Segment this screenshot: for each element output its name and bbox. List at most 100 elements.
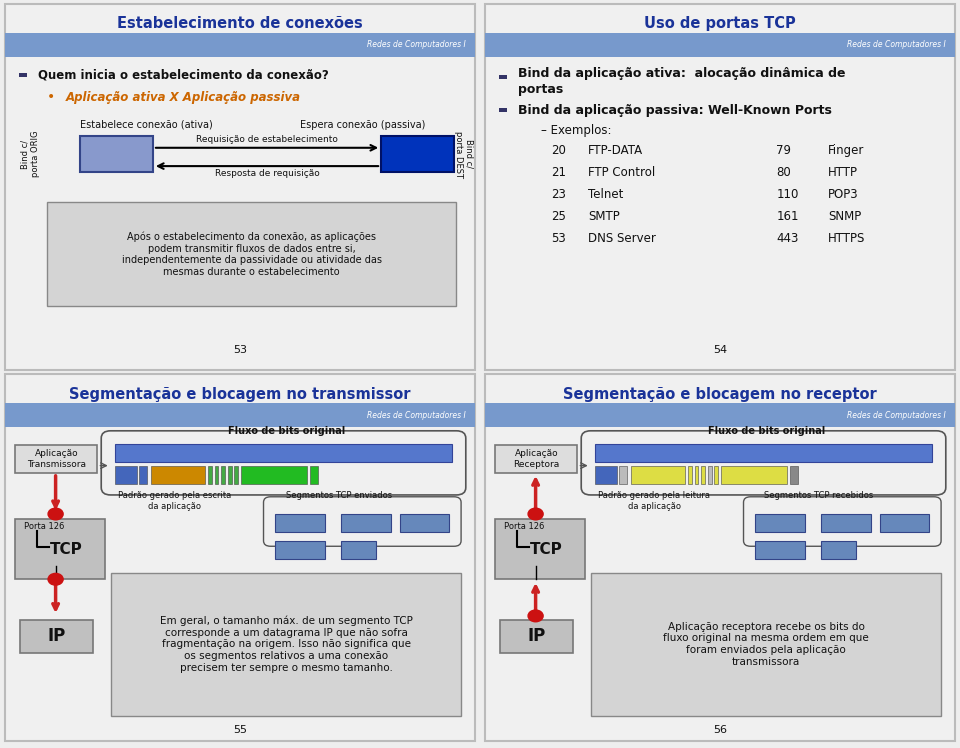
FancyBboxPatch shape: [228, 466, 231, 484]
Text: Segmentos TCP enviados: Segmentos TCP enviados: [286, 491, 392, 500]
Text: Aplicação
Receptora: Aplicação Receptora: [514, 450, 560, 469]
FancyBboxPatch shape: [234, 466, 238, 484]
FancyBboxPatch shape: [5, 4, 475, 370]
FancyBboxPatch shape: [821, 514, 871, 532]
Text: 443: 443: [777, 232, 799, 245]
FancyBboxPatch shape: [495, 519, 585, 579]
Text: Após o estabelecimento da conexão, as aplicações
podem transmitir fluxos de dado: Após o estabelecimento da conexão, as ap…: [122, 231, 382, 277]
Text: HTTPS: HTTPS: [828, 232, 866, 245]
FancyBboxPatch shape: [276, 514, 324, 532]
Text: 110: 110: [777, 188, 799, 200]
FancyBboxPatch shape: [756, 542, 804, 559]
FancyBboxPatch shape: [80, 135, 153, 172]
FancyBboxPatch shape: [115, 466, 136, 484]
Text: Redes de Computadores I: Redes de Computadores I: [847, 40, 946, 49]
FancyBboxPatch shape: [485, 374, 955, 741]
Text: 161: 161: [777, 210, 799, 223]
FancyBboxPatch shape: [310, 466, 318, 484]
Text: Telnet: Telnet: [588, 188, 624, 200]
Text: Quem inicia o estabelecimento da conexão?: Quem inicia o estabelecimento da conexão…: [37, 69, 328, 82]
FancyBboxPatch shape: [595, 444, 931, 462]
Text: Aplicação receptora recebe os bits do
fluxo original na mesma ordem em que
foram: Aplicação receptora recebe os bits do fl…: [663, 622, 869, 666]
Text: 25: 25: [551, 210, 565, 223]
Text: Resposta de requisição: Resposta de requisição: [215, 169, 320, 178]
Text: 79: 79: [777, 144, 791, 157]
FancyBboxPatch shape: [500, 619, 573, 652]
Text: Porta 126: Porta 126: [24, 522, 64, 531]
FancyBboxPatch shape: [15, 446, 98, 473]
Text: 55: 55: [233, 725, 247, 735]
FancyBboxPatch shape: [5, 374, 475, 741]
FancyBboxPatch shape: [880, 514, 929, 532]
Text: – Exemplos:: – Exemplos:: [541, 123, 612, 137]
Text: Estabelecimento de conexões: Estabelecimento de conexões: [117, 16, 363, 31]
Text: 23: 23: [551, 188, 565, 200]
Text: Aplicação
Transmissora: Aplicação Transmissora: [27, 450, 86, 469]
Text: DNS Server: DNS Server: [588, 232, 657, 245]
FancyBboxPatch shape: [115, 444, 451, 462]
Text: 21: 21: [551, 166, 565, 179]
FancyBboxPatch shape: [695, 466, 698, 484]
Text: IP: IP: [47, 627, 65, 645]
Text: 53: 53: [233, 345, 247, 355]
Text: Fluxo de bits original: Fluxo de bits original: [228, 426, 346, 436]
Text: FTP Control: FTP Control: [588, 166, 656, 179]
Circle shape: [48, 574, 63, 585]
FancyBboxPatch shape: [19, 73, 28, 77]
Text: portas: portas: [517, 82, 563, 96]
FancyBboxPatch shape: [276, 542, 324, 559]
Text: Bind c/
porta DEST: Bind c/ porta DEST: [454, 130, 473, 177]
Text: TCP: TCP: [50, 542, 83, 557]
Text: IP: IP: [527, 627, 545, 645]
FancyBboxPatch shape: [708, 466, 711, 484]
FancyBboxPatch shape: [485, 33, 955, 57]
FancyBboxPatch shape: [790, 466, 798, 484]
FancyBboxPatch shape: [20, 619, 93, 652]
Text: SNMP: SNMP: [828, 210, 861, 223]
FancyBboxPatch shape: [499, 108, 508, 112]
FancyBboxPatch shape: [495, 446, 578, 473]
Text: Espera conexão (passiva): Espera conexão (passiva): [300, 120, 425, 129]
Text: Redes de Computadores I: Redes de Computadores I: [847, 411, 946, 420]
FancyBboxPatch shape: [721, 466, 787, 484]
FancyBboxPatch shape: [701, 466, 705, 484]
Text: SMTP: SMTP: [588, 210, 620, 223]
Text: Aplicação ativa X Aplicação passiva: Aplicação ativa X Aplicação passiva: [66, 91, 300, 104]
Text: TCP: TCP: [530, 542, 563, 557]
Text: Segmentação e blocagem no transmissor: Segmentação e blocagem no transmissor: [69, 387, 411, 402]
Circle shape: [528, 508, 543, 520]
FancyBboxPatch shape: [400, 514, 449, 532]
Text: Redes de Computadores I: Redes de Computadores I: [367, 411, 466, 420]
FancyBboxPatch shape: [341, 514, 391, 532]
FancyBboxPatch shape: [821, 542, 856, 559]
Text: Estabelece conexão (ativa): Estabelece conexão (ativa): [80, 120, 212, 129]
FancyBboxPatch shape: [241, 466, 307, 484]
Text: Finger: Finger: [828, 144, 865, 157]
Text: Padrão gerado pela leitura
da aplicação: Padrão gerado pela leitura da aplicação: [598, 491, 710, 511]
Text: Bind da aplicação passiva: Well-Known Ports: Bind da aplicação passiva: Well-Known Po…: [517, 103, 831, 117]
Text: Requisição de estabelecimento: Requisição de estabelecimento: [197, 135, 338, 144]
FancyBboxPatch shape: [15, 519, 105, 579]
Circle shape: [48, 508, 63, 520]
Text: Segmentos TCP recebidos: Segmentos TCP recebidos: [764, 491, 874, 500]
FancyBboxPatch shape: [499, 75, 508, 79]
Text: Em geral, o tamanho máx. de um segmento TCP
corresponde a um datagrama IP que nã: Em geral, o tamanho máx. de um segmento …: [159, 616, 413, 672]
FancyBboxPatch shape: [47, 202, 456, 306]
Text: 56: 56: [713, 725, 727, 735]
FancyBboxPatch shape: [631, 466, 684, 484]
Text: Uso de portas TCP: Uso de portas TCP: [644, 16, 796, 31]
FancyBboxPatch shape: [381, 135, 454, 172]
FancyBboxPatch shape: [688, 466, 692, 484]
FancyBboxPatch shape: [595, 466, 616, 484]
FancyBboxPatch shape: [110, 573, 461, 716]
Text: POP3: POP3: [828, 188, 859, 200]
FancyBboxPatch shape: [221, 466, 225, 484]
Text: Segmentação e blocagem no receptor: Segmentação e blocagem no receptor: [564, 387, 876, 402]
Text: 53: 53: [551, 232, 565, 245]
Text: Porta 126: Porta 126: [504, 522, 544, 531]
FancyBboxPatch shape: [215, 466, 218, 484]
Text: Bind c/
porta ORIG: Bind c/ porta ORIG: [21, 131, 40, 177]
Text: •: •: [47, 91, 56, 104]
FancyBboxPatch shape: [139, 466, 147, 484]
Text: Fluxo de bits original: Fluxo de bits original: [708, 426, 826, 436]
